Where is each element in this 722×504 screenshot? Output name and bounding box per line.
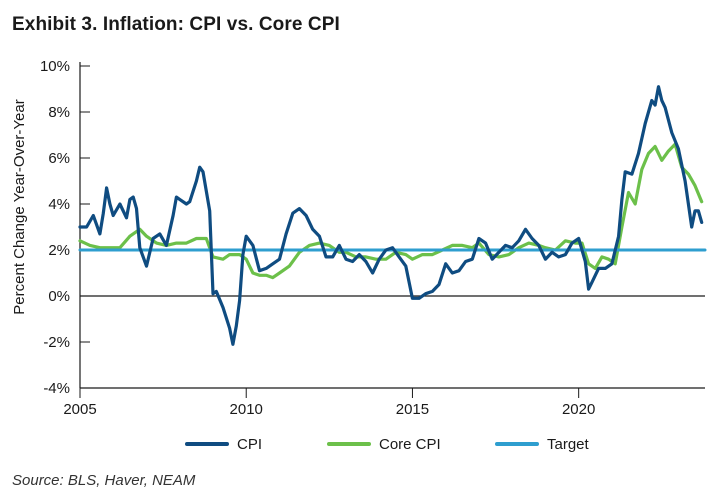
x-tick-label: 2015 (396, 401, 429, 418)
y-tick-label: 0% (48, 288, 70, 305)
y-tick-label: -4% (43, 380, 70, 397)
y-tick-label: 6% (48, 150, 70, 167)
legend-label-target: Target (547, 436, 590, 453)
chart-title: Exhibit 3. Inflation: CPI vs. Core CPI (12, 14, 340, 35)
source-note: Source: BLS, Haver, NEAM (12, 472, 196, 489)
y-tick-label: 8% (48, 104, 70, 121)
x-tick-label: 2010 (230, 401, 263, 418)
y-tick-label: 10% (40, 58, 70, 75)
y-tick-label: -2% (43, 334, 70, 351)
x-tick-label: 2005 (63, 401, 96, 418)
legend-label-core-cpi: Core CPI (379, 436, 441, 453)
legend-label-cpi: CPI (237, 436, 262, 453)
y-tick-label: 4% (48, 196, 70, 213)
axes: -4% -2% 0% 2% 4% 6% 8% 10% 2005 2010 2015 2020 Perce… (11, 58, 705, 418)
legend: CPI Core CPI Target (185, 436, 590, 453)
series-line-core-cpi (78, 142, 704, 280)
series-lines (78, 85, 707, 346)
y-tick-label: 2% (48, 242, 70, 259)
series-line-cpi (78, 85, 704, 346)
y-axis-label: Percent Change Year-Over-Year (11, 99, 28, 314)
x-tick-label: 2020 (562, 401, 595, 418)
